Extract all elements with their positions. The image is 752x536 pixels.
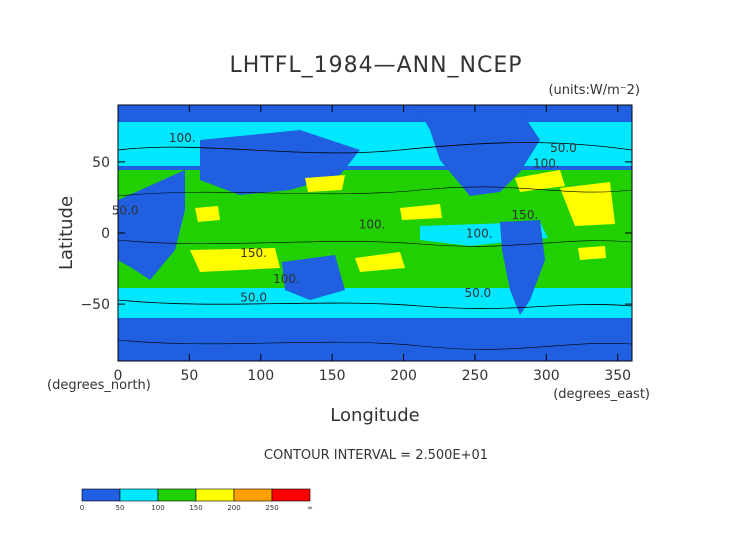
x-axis-ticks: 0 50 100 150 200 250 300 350 bbox=[114, 105, 631, 384]
x-axis-title: Longitude bbox=[330, 405, 420, 426]
contour-label: 150. bbox=[240, 246, 267, 260]
contour-line-2 bbox=[118, 299, 632, 309]
high-gulf-stream bbox=[515, 170, 565, 192]
colorbar: 0 50 100 150 200 250 ∞ bbox=[80, 488, 313, 512]
contour-line-1 bbox=[118, 142, 632, 154]
contour-label: 100. bbox=[466, 226, 493, 240]
colorbar-swatch bbox=[233, 488, 273, 502]
colorbar-swatch bbox=[271, 488, 311, 502]
contour-label: 50.0 bbox=[240, 290, 267, 304]
units-label: (units:W/m⁻2) bbox=[548, 83, 640, 98]
latent-heat-flux-field bbox=[118, 105, 632, 361]
x-tick-label: 300 bbox=[533, 368, 560, 384]
high-atlantic-south bbox=[578, 246, 606, 260]
x-tick-label: 200 bbox=[390, 368, 417, 384]
y-tick-label: 0 bbox=[101, 226, 110, 242]
contour-line-4 bbox=[118, 186, 632, 197]
contour-label: 100. bbox=[169, 131, 196, 145]
band-south bbox=[118, 288, 632, 318]
colorbar-label: 50 bbox=[116, 504, 125, 512]
contour-label: 50.0 bbox=[112, 204, 139, 218]
colorbar-swatch bbox=[81, 488, 121, 502]
x-tick-label: 250 bbox=[462, 368, 489, 384]
high-kuroshio bbox=[305, 175, 345, 192]
x-tick-label: 50 bbox=[180, 368, 198, 384]
x-tick-label: 350 bbox=[604, 368, 631, 384]
contour-labels: 100. 50.0 100. 50.0 150. 100. 100. 150. 100. 50.0… bbox=[112, 131, 577, 304]
y-axis-ticks: 50 0 −50 bbox=[80, 155, 632, 313]
colorbar-label: 100 bbox=[151, 504, 164, 512]
y-tick-label: 50 bbox=[92, 155, 110, 171]
colorbar-label: 150 bbox=[189, 504, 202, 512]
contour-line-5 bbox=[118, 339, 632, 350]
contour-label: 100. bbox=[273, 272, 300, 286]
chart-title: LHTFL_1984—ANN_NCEP bbox=[229, 53, 522, 78]
contour-label: 100. bbox=[533, 157, 560, 171]
x-tick-label: 100 bbox=[247, 368, 274, 384]
contour-label: 100. bbox=[359, 218, 386, 232]
contour-interval-text: CONTOUR INTERVAL = 2.500E+01 bbox=[264, 448, 488, 463]
land-africa bbox=[118, 170, 185, 280]
contour-label: 150. bbox=[512, 208, 539, 222]
colorbar-label: ∞ bbox=[307, 504, 313, 512]
y-tick-label: −50 bbox=[80, 297, 110, 313]
colorbar-label: 200 bbox=[227, 504, 240, 512]
x-tick-label: 0 bbox=[114, 368, 123, 384]
colorbar-swatch bbox=[119, 488, 159, 502]
x-unit-label: (degrees_east) bbox=[553, 387, 650, 402]
y-axis-title: Latitude bbox=[56, 196, 77, 270]
colorbar-swatch bbox=[195, 488, 235, 502]
colorbar-swatch bbox=[157, 488, 197, 502]
contour-label: 50.0 bbox=[464, 286, 491, 300]
land-north-america bbox=[420, 110, 540, 196]
high-pacific-north bbox=[400, 204, 442, 220]
land-australia bbox=[282, 255, 345, 300]
high-pacific-south bbox=[355, 252, 405, 272]
contour-label: 50.0 bbox=[550, 141, 577, 155]
contour-line-3 bbox=[118, 239, 632, 247]
high-arabian bbox=[195, 206, 220, 222]
x-tick-label: 150 bbox=[319, 368, 346, 384]
high-subtropical-indian-south bbox=[190, 248, 280, 272]
colorbar-label: 250 bbox=[265, 504, 278, 512]
y-unit-label: (degrees_north) bbox=[47, 378, 151, 393]
colorbar-label: 0 bbox=[80, 504, 84, 512]
high-atlantic-north bbox=[560, 182, 615, 226]
